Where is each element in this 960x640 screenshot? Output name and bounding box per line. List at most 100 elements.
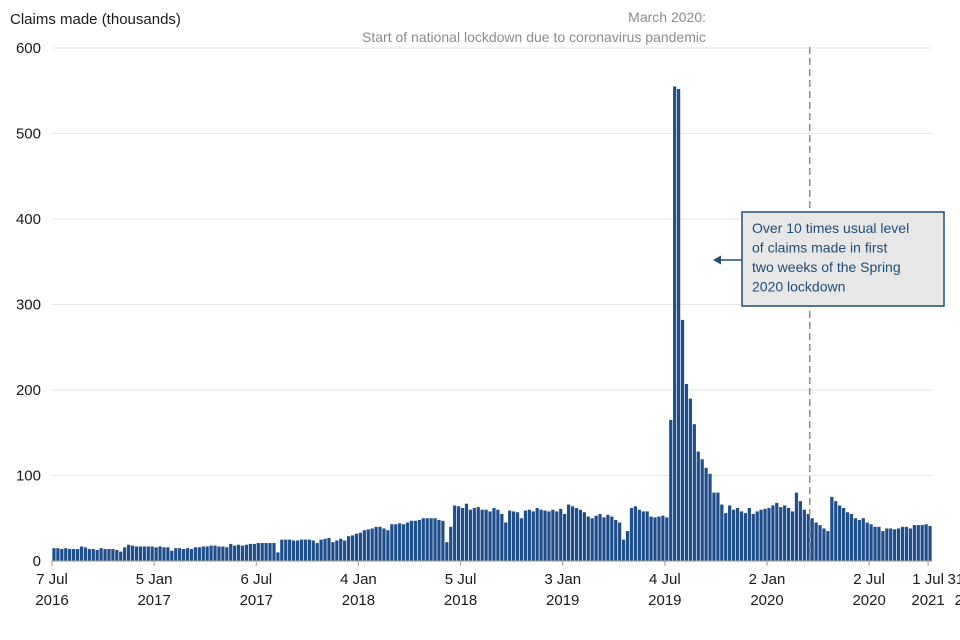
bar xyxy=(684,384,689,561)
bar xyxy=(771,505,775,561)
bar xyxy=(166,547,170,561)
bar xyxy=(142,546,146,561)
bar xyxy=(319,539,323,562)
lockdown-annotation-line-2: Start of national lockdown due to corona… xyxy=(362,29,706,45)
bar xyxy=(889,528,893,561)
x-tick-label-year: 2019 xyxy=(648,592,681,609)
bar xyxy=(146,546,150,561)
y-tick-label: 200 xyxy=(16,382,41,399)
bar xyxy=(704,467,708,561)
bar xyxy=(877,526,881,561)
bar xyxy=(665,517,669,561)
bar xyxy=(504,522,508,561)
bar xyxy=(739,511,744,561)
bar xyxy=(590,518,594,561)
bar xyxy=(52,548,56,561)
x-tick-label-year: 2017 xyxy=(240,592,273,609)
bar xyxy=(295,540,300,561)
bar xyxy=(323,538,327,561)
callout-arrow-head xyxy=(713,255,721,265)
bar xyxy=(260,543,264,561)
bar xyxy=(201,546,205,561)
bar xyxy=(456,506,461,561)
bar xyxy=(244,544,249,561)
bar xyxy=(692,424,696,561)
bar xyxy=(276,552,280,561)
bar xyxy=(637,509,641,561)
bar xyxy=(268,543,272,561)
bar xyxy=(645,511,649,561)
bar xyxy=(578,509,583,561)
bar xyxy=(519,518,524,561)
bar xyxy=(87,549,91,561)
bar xyxy=(225,547,229,561)
bar xyxy=(818,525,822,561)
bar xyxy=(924,524,928,561)
bar xyxy=(350,535,355,561)
bar xyxy=(119,551,123,561)
bar xyxy=(280,539,284,562)
bar xyxy=(209,545,213,561)
bar xyxy=(158,546,162,561)
bar xyxy=(346,536,351,561)
bar xyxy=(708,473,712,561)
bar xyxy=(83,547,88,561)
bar xyxy=(496,509,500,561)
bar xyxy=(311,540,315,561)
bar xyxy=(908,528,913,561)
bar xyxy=(574,507,579,561)
callout-background xyxy=(741,211,945,307)
bar xyxy=(511,511,516,561)
bar xyxy=(775,502,779,561)
bar xyxy=(472,507,476,561)
y-tick-label: 300 xyxy=(16,297,41,314)
x-tick-label-date: 3 Jan xyxy=(544,571,581,588)
bar xyxy=(716,492,720,561)
bar xyxy=(366,529,370,561)
bar xyxy=(865,522,869,561)
bar xyxy=(99,548,103,561)
bar xyxy=(307,539,311,562)
x-tick-label-date: 2 Jul xyxy=(853,571,885,588)
bar xyxy=(433,518,437,561)
bar xyxy=(500,513,504,561)
y-tick-label: 400 xyxy=(16,211,41,228)
bar xyxy=(335,540,339,561)
x-tick-label-year: 2020 xyxy=(750,592,783,609)
bar xyxy=(488,511,492,561)
bar xyxy=(786,507,791,561)
bar xyxy=(272,543,276,561)
x-tick-label-date: 1 Jul xyxy=(912,571,944,588)
bar xyxy=(217,546,221,561)
bar xyxy=(405,522,410,561)
bar xyxy=(904,526,909,561)
bar xyxy=(602,517,606,561)
x-tick-label-year: 2017 xyxy=(137,592,170,609)
bar xyxy=(162,547,166,561)
bar xyxy=(531,511,535,561)
bar xyxy=(213,545,217,561)
bar xyxy=(712,492,716,561)
bar xyxy=(303,539,308,562)
bar xyxy=(409,520,414,561)
bar xyxy=(339,538,343,561)
bar xyxy=(743,513,748,561)
bar xyxy=(233,545,237,561)
x-tick-label-date: 6 Jul xyxy=(240,571,272,588)
bar xyxy=(751,513,755,561)
bar xyxy=(555,511,559,561)
bar xyxy=(68,549,72,561)
bar xyxy=(453,505,457,561)
bar xyxy=(56,548,60,561)
bar xyxy=(783,505,787,561)
bar xyxy=(115,549,119,561)
bar xyxy=(64,548,68,561)
bar xyxy=(138,546,143,561)
bar xyxy=(582,512,586,561)
bar xyxy=(429,518,433,561)
bar xyxy=(543,510,547,561)
bar xyxy=(618,522,622,561)
bar xyxy=(606,514,610,561)
x-tick-label-year: 2018 xyxy=(444,592,477,609)
bar xyxy=(284,539,288,562)
